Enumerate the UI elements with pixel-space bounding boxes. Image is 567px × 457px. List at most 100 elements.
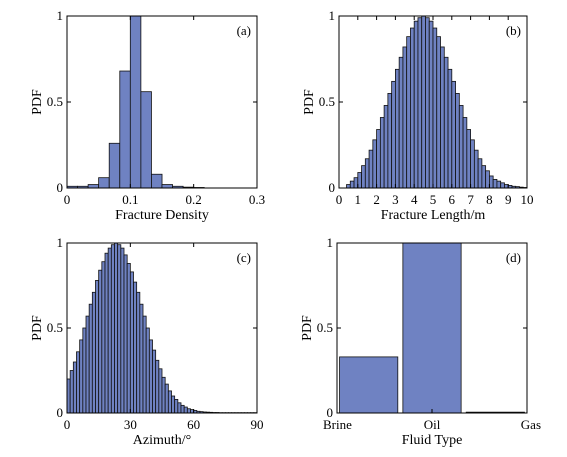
bar: [152, 349, 157, 414]
bar: [76, 351, 81, 414]
bar: [158, 368, 163, 414]
bar: [387, 93, 393, 189]
bar: [492, 178, 498, 189]
bar: [466, 129, 471, 189]
plot-frame: [66, 15, 258, 189]
bar: [164, 383, 169, 414]
bar: [432, 27, 438, 189]
bar: [402, 46, 408, 189]
bar: [413, 20, 419, 189]
bar: [91, 291, 96, 414]
chart-panel-3: 0 0.5 1 0 30 60 90 Azimuth/° PDF (c): [30, 235, 264, 448]
bar: [447, 68, 453, 189]
bar: [88, 303, 93, 414]
y-axis-label: PDF: [302, 89, 317, 115]
bar: [470, 139, 475, 189]
bar: [129, 271, 134, 414]
x-tick-label: 2: [373, 192, 380, 207]
chart-panel-4: 0 0.5 1 Brine Oil Gas Fluid Type PDF (d): [300, 235, 541, 448]
bar: [140, 91, 152, 189]
y-tick-label: 0: [329, 180, 336, 195]
chart-panel-1: 0 0.5 1 0 0.1 0.2 0.3 Fracture Density PDF (a): [30, 8, 265, 223]
bar: [98, 269, 103, 414]
x-category-label: Gas: [521, 417, 541, 432]
bar: [69, 370, 74, 414]
bar: [161, 184, 173, 189]
bar: [174, 398, 179, 414]
bar: [391, 80, 396, 189]
x-category-label: Oil: [424, 417, 441, 432]
y-axis-label: PDF: [300, 315, 315, 341]
bar: [167, 390, 172, 414]
bar: [383, 105, 389, 189]
bar: [443, 56, 449, 189]
bar: [104, 252, 109, 414]
bar: [120, 247, 125, 414]
bar: [394, 68, 400, 189]
panel-label: (c): [237, 250, 251, 265]
bar: [488, 175, 494, 189]
bar: [372, 139, 377, 189]
x-axis-label: Azimuth/°: [133, 433, 191, 448]
bar: [155, 359, 160, 414]
bar: [364, 158, 370, 189]
x-tick-label: 4: [411, 192, 418, 207]
y-tick-label: 0: [57, 405, 64, 420]
x-tick-label: 9: [505, 192, 512, 207]
x-tick-label: 1: [355, 192, 362, 207]
x-tick-label: 6: [449, 192, 456, 207]
x-tick-label: 7: [467, 192, 474, 207]
y-tick-label: 0: [327, 405, 334, 420]
x-tick-label: 60: [187, 417, 200, 432]
bar: [473, 149, 479, 189]
bar: [500, 182, 505, 189]
x-tick-label: 0: [336, 192, 343, 207]
bar: [481, 165, 487, 189]
panel-label: (a): [237, 23, 251, 38]
y-tick-label: 0.5: [47, 320, 63, 335]
bar: [95, 279, 100, 414]
bar: [87, 184, 100, 189]
bar: [504, 184, 509, 189]
bar: [79, 339, 84, 414]
bar: [496, 180, 502, 189]
bar: [417, 17, 423, 189]
y-tick-label: 0.5: [47, 94, 63, 109]
bar: [107, 247, 112, 414]
bar: [440, 46, 445, 189]
bar: [72, 361, 77, 414]
bar: [139, 303, 144, 414]
bar-brine: [339, 356, 399, 414]
x-tick-label: 90: [251, 417, 264, 432]
bar: [425, 17, 430, 189]
x-tick-label: 5: [430, 192, 437, 207]
bar: [98, 177, 110, 189]
y-axis-label: PDF: [30, 315, 45, 341]
x-axis-label: Fracture Density: [115, 208, 209, 223]
bar: [428, 20, 434, 189]
y-tick-label: 1: [329, 8, 336, 23]
bar: [406, 36, 411, 189]
bar: [142, 315, 147, 414]
panel-label: (d): [506, 250, 521, 265]
bar: [145, 327, 150, 414]
x-tick-label: 0.2: [186, 192, 202, 207]
bar: [110, 244, 115, 414]
bar: [119, 70, 131, 189]
bar: [410, 27, 415, 189]
bar: [361, 165, 366, 189]
bar: [451, 80, 456, 189]
bar: [458, 105, 464, 189]
bar: [117, 244, 122, 414]
bar: [485, 170, 490, 189]
x-tick-label: 0: [64, 417, 71, 432]
x-tick-label: 0.1: [122, 192, 138, 207]
bar: [108, 142, 121, 189]
bar: [398, 56, 404, 189]
bar: [82, 327, 87, 414]
bar: [379, 117, 385, 189]
y-tick-label: 1: [57, 8, 64, 23]
y-axis-label: PDF: [30, 89, 45, 115]
